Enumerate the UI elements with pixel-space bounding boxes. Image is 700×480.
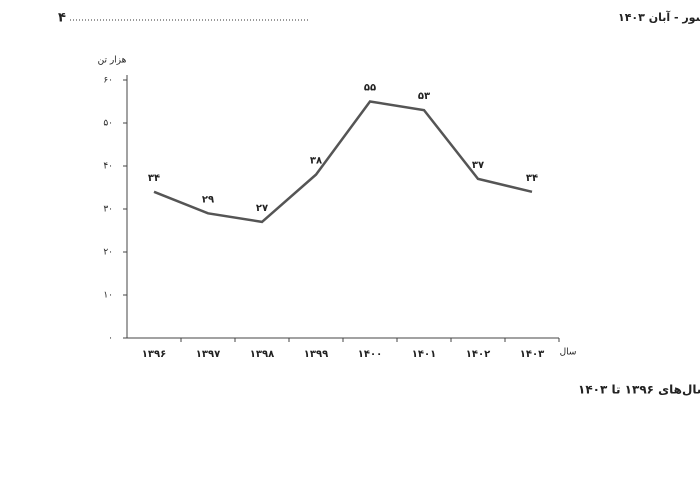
- value-label: ۳۸: [310, 156, 322, 167]
- value-label: ۲۷: [256, 203, 268, 214]
- x-tick-label: ۱۳۹۶: [142, 349, 166, 360]
- y-axis-label: هزار تن: [98, 56, 127, 66]
- x-tick-label: ۱۳۹۷: [196, 349, 220, 360]
- y-tick-label: ۳۰: [103, 205, 113, 215]
- value-label: ۳۴: [148, 173, 160, 184]
- page-number: ۴: [58, 11, 66, 26]
- header-title: خلاصه نتایج طرح آمارگیری کشتار دام کشتار…: [618, 10, 700, 24]
- value-label: ۲۹: [202, 194, 214, 205]
- x-tick-label: ۱۳۹۹: [304, 349, 328, 360]
- x-tick-label: ۱۳۹۸: [250, 349, 274, 360]
- x-tick-label: ۱۴۰۲: [466, 349, 490, 360]
- y-tick-label: ۱۰: [103, 291, 113, 301]
- y-tick-label: ۴۰: [103, 162, 113, 172]
- x-tick-label: ۱۴۰۳: [520, 349, 544, 360]
- data-line: [153, 100, 533, 224]
- y-tick-label: ۶۰: [103, 76, 113, 86]
- value-label: ۵۳: [418, 91, 430, 102]
- y-tick-label: ۲۰: [103, 248, 113, 258]
- x-tick-label: ۱۴۰۰: [358, 349, 382, 360]
- y-tick-label: ۰: [108, 334, 113, 344]
- chart-caption: شکل ۱- روند تغییرات عرضه گوشت قرمز در کش…: [578, 382, 700, 398]
- value-label: ۳۷: [472, 160, 484, 171]
- y-tick-label: ۵۰: [103, 119, 113, 129]
- value-label: ۵۵: [364, 83, 376, 94]
- x-tick-label: ۱۴۰۱: [412, 349, 436, 360]
- value-label: ۳۴: [526, 173, 538, 184]
- x-axis-label: سال: [560, 348, 577, 358]
